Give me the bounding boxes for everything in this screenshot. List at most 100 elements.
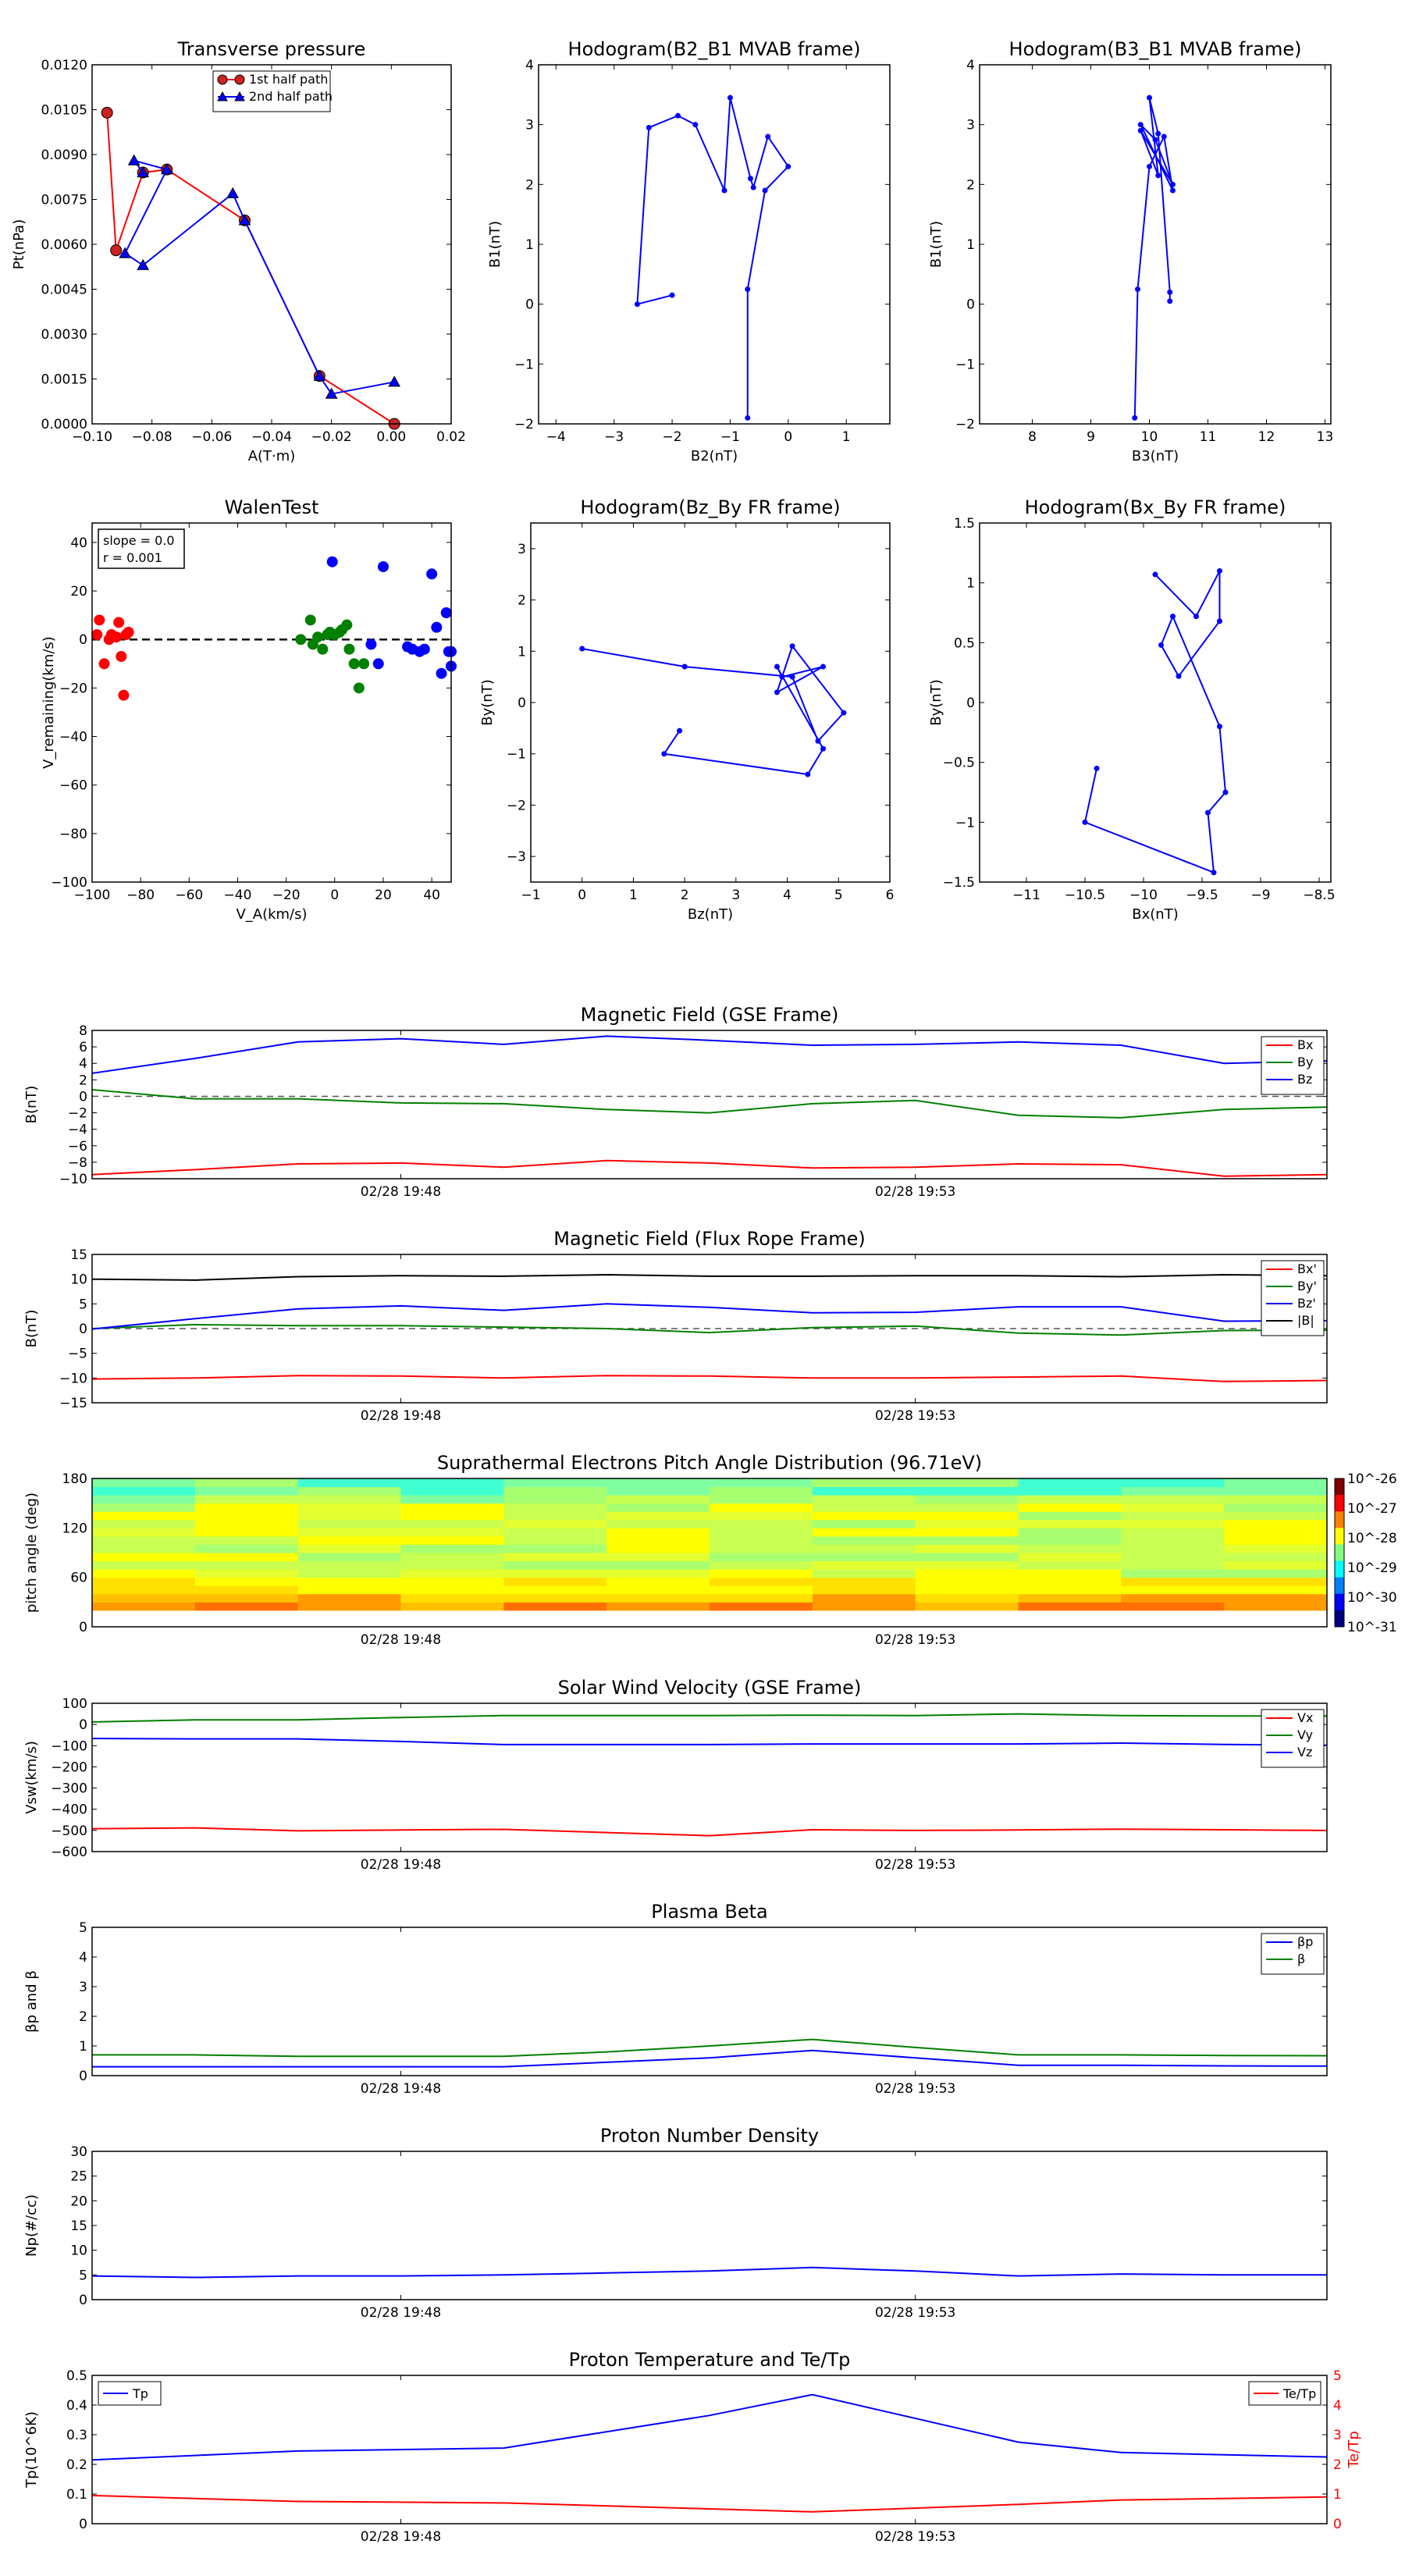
y-tick-label: 4 xyxy=(79,1056,87,1072)
chart-title: Hodogram(Bz_By FR frame) xyxy=(580,496,840,518)
data-point xyxy=(160,163,173,175)
magnetic-field-gse-panel: Magnetic Field (GSE Frame) −10−8−6−4−2024… xyxy=(23,1004,1328,1200)
data-point xyxy=(785,163,791,169)
heatmap-cell xyxy=(1224,1618,1328,1628)
series-line xyxy=(1083,570,1227,874)
x-tick-label: 02/28 19:48 xyxy=(361,2081,441,2097)
heatmap-cell xyxy=(1018,1478,1122,1488)
y-tick-label: 0.0060 xyxy=(41,237,87,253)
x-tick-label: 13 xyxy=(1317,429,1334,445)
heatmap-cell xyxy=(1224,1560,1328,1570)
heatmap-cell xyxy=(194,1503,299,1512)
heatmap-cell xyxy=(92,1528,196,1537)
heatmap-cell xyxy=(606,1618,710,1628)
y-tick-label: −4 xyxy=(68,1123,87,1138)
heatmap-cell xyxy=(812,1610,916,1619)
heatmap-cell xyxy=(92,1503,196,1512)
heatmap-cell xyxy=(915,1618,1019,1628)
heatmap-cell xyxy=(297,1560,401,1570)
x-tick-label: −9.5 xyxy=(1186,888,1218,903)
x-tick-label: 2 xyxy=(681,888,689,903)
y-tick-label: −80 xyxy=(59,827,87,842)
y-tick-label: 0.1 xyxy=(66,2487,87,2503)
y-tick-label: 2 xyxy=(966,177,975,193)
y-tick-label: −100 xyxy=(51,875,87,891)
heatmap-cell xyxy=(812,1486,916,1496)
plot-frame xyxy=(530,522,891,883)
solar-wind-velocity-panel: Solar Wind Velocity (GSE Frame) −600 −500 −… xyxy=(23,1677,1328,1873)
x-tick-label: 8 xyxy=(1028,429,1037,445)
data-point xyxy=(1211,870,1217,876)
heatmap-cell xyxy=(297,1478,401,1488)
heatmap-cell xyxy=(503,1602,607,1611)
heatmap-cell xyxy=(194,1528,299,1537)
x-tick-label: −4 xyxy=(546,429,566,445)
heatmap-cell xyxy=(606,1544,710,1553)
heatmap-cell xyxy=(1018,1618,1122,1628)
legend-label: βp xyxy=(1297,1934,1313,1949)
|B|-line xyxy=(92,1273,1327,1281)
data-point xyxy=(98,658,110,670)
legend-label: 2nd half path xyxy=(249,89,333,104)
data-point xyxy=(1161,133,1167,140)
chart-title: Proton Temperature and Te/Tp xyxy=(569,2349,851,2371)
x-tick-label: 02/28 19:53 xyxy=(875,2081,955,2097)
y-tick-label: 6 xyxy=(79,1040,87,1055)
heatmap-cell xyxy=(1018,1535,1122,1545)
x-tick-label: −3 xyxy=(604,429,624,445)
legend-label: Bx' xyxy=(1297,1261,1317,1276)
colorbar-tick-label: 10^-26 xyxy=(1347,1471,1397,1487)
heatmap-cell xyxy=(1224,1486,1328,1496)
y-tick-label: −5 xyxy=(68,1347,87,1362)
walen-test-panel: WalenTest −100 −80 −60 −40 −20 0 20 40 −100 −80 −60… xyxy=(41,496,457,923)
colorbar-segment xyxy=(1335,1544,1344,1562)
y-tick-label: 0 xyxy=(79,2069,87,2084)
heatmap-cell xyxy=(1018,1560,1122,1570)
heatmap-cell xyxy=(1121,1577,1225,1586)
legend-label: By' xyxy=(1297,1279,1317,1293)
y-tick-label: 0.3 xyxy=(66,2428,87,2443)
Bx'-line xyxy=(92,1375,1327,1382)
heatmap-cell xyxy=(1018,1593,1122,1603)
x-tick-label: 02/28 19:53 xyxy=(875,2529,955,2545)
data-point xyxy=(119,247,132,258)
data-point xyxy=(1170,187,1176,194)
colorbar-segment xyxy=(1335,1478,1344,1496)
y-tick-label: 0.0120 xyxy=(41,58,87,73)
heatmap-cell xyxy=(1018,1495,1122,1504)
x-tick-label: 0 xyxy=(330,888,339,903)
legend-label: Tp xyxy=(132,2386,148,2401)
heatmap-cell xyxy=(503,1528,607,1537)
y-tick-label: 3 xyxy=(518,542,526,557)
data-point xyxy=(1222,789,1229,795)
y-tick-label: 120 xyxy=(62,1521,87,1536)
y-tick-label: 0 xyxy=(79,632,87,648)
heatmap-cell xyxy=(503,1618,607,1628)
heatmap-cell xyxy=(400,1503,504,1512)
y-tick-label: −3 xyxy=(507,849,526,865)
legend xyxy=(1261,1709,1325,1768)
heatmap-cell xyxy=(1121,1610,1225,1619)
heatmap-cell xyxy=(710,1569,813,1578)
heatmap-cell xyxy=(1224,1478,1328,1488)
data-point xyxy=(1082,819,1088,825)
heatmap-cell xyxy=(1121,1478,1225,1488)
data-point xyxy=(745,286,751,292)
y-tick-label: 30 xyxy=(70,2144,87,2160)
heatmap-cell xyxy=(606,1535,710,1545)
x-tick-label: 5 xyxy=(834,888,843,903)
heatmap-cell xyxy=(1121,1486,1225,1496)
heatmap-cell xyxy=(710,1486,813,1496)
y-tick-label: −400 xyxy=(51,1802,87,1818)
x-tick-label: 10 xyxy=(1141,429,1158,445)
chart-title: WalenTest xyxy=(225,496,319,518)
heatmap-cell xyxy=(297,1610,401,1619)
hodogram-b2-b1-panel: Hodogram(B2_B1 MVAB frame) −2 −1 0 1 2 3 4 −4 −3 −… xyxy=(487,38,891,464)
colorbar-tick-label: 10^-30 xyxy=(1347,1590,1397,1606)
heatmap-cell xyxy=(1018,1553,1122,1562)
x-tick-label: −40 xyxy=(224,888,252,903)
heatmap-cell xyxy=(503,1593,607,1603)
legend-label: Bz xyxy=(1297,1072,1312,1087)
heatmap-cell xyxy=(1224,1593,1328,1603)
